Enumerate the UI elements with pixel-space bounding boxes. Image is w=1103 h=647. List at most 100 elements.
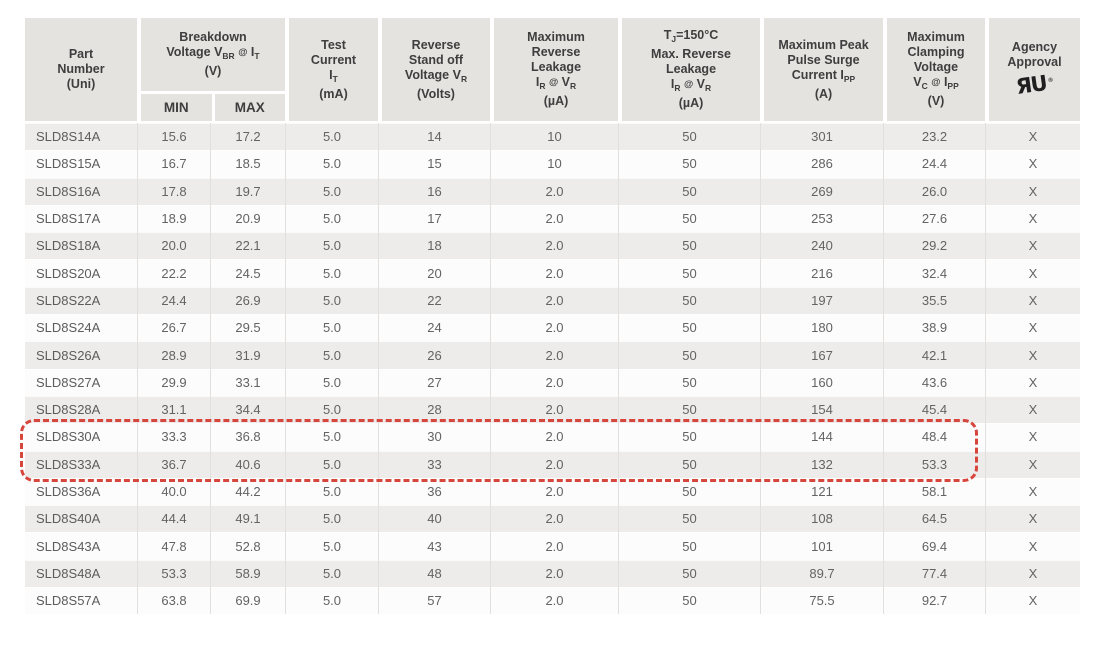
cell: 45.4 [883, 395, 985, 424]
cell: 24.5 [210, 259, 285, 287]
table-row: SLD8S43A 47.8 52.8 5.0 43 2.0 50 101 69.4 X [25, 532, 1080, 560]
col-header-test-current: Test Current IT (mA) [285, 18, 378, 121]
cell: 5.0 [285, 123, 378, 151]
cell-part-number: SLD8S20A [36, 265, 101, 281]
cell: 17.2 [210, 123, 285, 151]
cell: 44.4 [137, 505, 210, 533]
cell-part-number: SLD8S22A [36, 292, 101, 308]
cell: 38.9 [883, 314, 985, 342]
cell: 49.1 [210, 505, 285, 533]
cell: 2.0 [490, 177, 618, 205]
cell-part-number: SLD8S40A [36, 511, 101, 527]
cell: 58.1 [883, 477, 985, 506]
cell: 24 [378, 314, 490, 342]
table-row: SLD8S17A 18.9 20.9 5.0 17 2.0 50 253 27.6 X [25, 204, 1080, 233]
cell: 69.4 [883, 532, 985, 560]
table-row: SLD8S26A 28.9 31.9 5.0 26 2.0 50 167 42.1 X [25, 341, 1080, 369]
table-row: SLD8S18A 20.0 22.1 5.0 18 2.0 50 240 29.2 X [25, 232, 1080, 260]
cell: X [985, 423, 1080, 451]
cell: 20 [378, 259, 490, 287]
cell: 15 [378, 150, 490, 178]
cell: 44.2 [210, 477, 285, 506]
cell: 240 [760, 232, 883, 260]
col-header-max-clamping-voltage: Maximum Clamping Voltage VC @ IPP (V) [883, 18, 985, 121]
cell: 31.1 [137, 395, 210, 424]
col-header-min: MIN [163, 100, 189, 115]
cell: 63.8 [137, 587, 210, 615]
cell-part-number: SLD8S26A [36, 347, 101, 363]
cell: 2.0 [490, 505, 618, 533]
cell: 22.1 [210, 232, 285, 260]
cell: 57 [378, 587, 490, 615]
cell: 132 [760, 450, 883, 478]
cell: 27.6 [883, 204, 985, 233]
cell: 23.2 [883, 123, 985, 151]
cell: 50 [618, 286, 760, 315]
cell: 18 [378, 232, 490, 260]
table-row: SLD8S28A 31.1 34.4 5.0 28 2.0 50 154 45.4 X [25, 395, 1080, 424]
cell: X [985, 123, 1080, 151]
cell: 28.9 [137, 341, 210, 369]
registered-symbol: ® [1048, 78, 1053, 84]
cell: 5.0 [285, 232, 378, 260]
cell: 77.4 [883, 559, 985, 588]
cell: 50 [618, 177, 760, 205]
cell: X [985, 395, 1080, 424]
cell: X [985, 477, 1080, 506]
cell: 19.7 [210, 177, 285, 205]
cell: 50 [618, 368, 760, 396]
cell: 53.3 [883, 450, 985, 478]
table-header: Part Number (Uni) Breakdown Voltage VBR @ I… [25, 18, 1080, 121]
cell: 50 [618, 587, 760, 615]
table-row: SLD8S57A 63.8 69.9 5.0 57 2.0 50 75.5 92.7 X [25, 587, 1080, 615]
cell: 5.0 [285, 204, 378, 233]
cell: 15.6 [137, 123, 210, 151]
cell: 50 [618, 450, 760, 478]
table-row: SLD8S14A 15.6 17.2 5.0 14 10 50 301 23.2 X [25, 123, 1080, 151]
cell: 48 [378, 559, 490, 588]
cell: 2.0 [490, 259, 618, 287]
cell: 20.0 [137, 232, 210, 260]
cell: X [985, 204, 1080, 233]
cell: 5.0 [285, 587, 378, 615]
cell: 26.7 [137, 314, 210, 342]
cell: 50 [618, 232, 760, 260]
cell: X [985, 259, 1080, 287]
table-row: SLD8S33A 36.7 40.6 5.0 33 2.0 50 132 53.3 X [25, 450, 1080, 478]
table-row: SLD8S22A 24.4 26.9 5.0 22 2.0 50 197 35.5 X [25, 286, 1080, 315]
cell: 50 [618, 204, 760, 233]
cell: 2.0 [490, 532, 618, 560]
cell: 64.5 [883, 505, 985, 533]
cell: 50 [618, 395, 760, 424]
cell: 75.5 [760, 587, 883, 615]
ul-recognized-mark-icon: ЯU ® [1014, 71, 1053, 99]
cell: X [985, 532, 1080, 560]
cell: 92.7 [883, 587, 985, 615]
cell: X [985, 587, 1080, 615]
cell: 50 [618, 505, 760, 533]
cell: 5.0 [285, 150, 378, 178]
cell: 36.8 [210, 423, 285, 451]
cell: X [985, 505, 1080, 533]
cell: 40.6 [210, 450, 285, 478]
table-row: SLD8S16A 17.8 19.7 5.0 16 2.0 50 269 26.0 X [25, 177, 1080, 205]
cell: X [985, 177, 1080, 205]
cell: 48.4 [883, 423, 985, 451]
table-row: SLD8S40A 44.4 49.1 5.0 40 2.0 50 108 64.5 X [25, 505, 1080, 533]
cell: 2.0 [490, 341, 618, 369]
cell: 18.5 [210, 150, 285, 178]
cell: 286 [760, 150, 883, 178]
cell: 5.0 [285, 177, 378, 205]
table-row: SLD8S24A 26.7 29.5 5.0 24 2.0 50 180 38.9 X [25, 314, 1080, 342]
cell: 29.2 [883, 232, 985, 260]
cell: X [985, 368, 1080, 396]
cell: 101 [760, 532, 883, 560]
cell: 50 [618, 559, 760, 588]
cell: 50 [618, 314, 760, 342]
cell: 108 [760, 505, 883, 533]
cell: 17 [378, 204, 490, 233]
cell: 16 [378, 177, 490, 205]
cell: 5.0 [285, 395, 378, 424]
cell: 167 [760, 341, 883, 369]
agency-approval-label: Agency Approval [1007, 40, 1062, 69]
